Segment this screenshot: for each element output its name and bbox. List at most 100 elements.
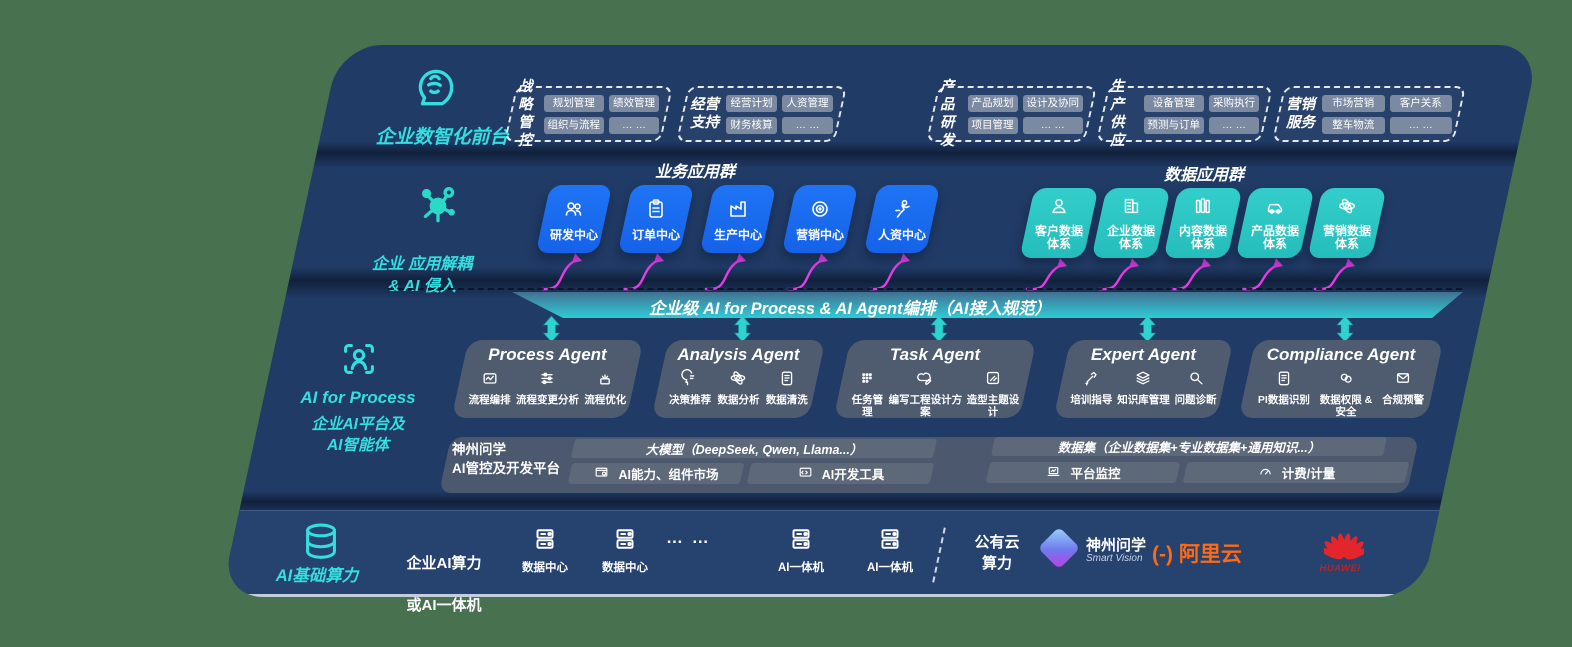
group-name: 经营 支持 (690, 97, 719, 131)
agent-item-label: 流程编排 (468, 394, 511, 406)
data-tile-5: 营销数据 体系 (1307, 188, 1387, 258)
agent-item: 数据分析 (717, 368, 759, 407)
compute-unit-2: 数据中心 (591, 524, 659, 575)
public-cloud-label: 公有云 算力 (958, 532, 1036, 574)
group-chip: 客户关系 (1389, 94, 1452, 112)
building-icon (1120, 195, 1142, 222)
agent-item: 决策推荐 (669, 368, 711, 407)
platform-bar-label: 平台监控 (1070, 467, 1121, 481)
tile-label: 营销中心 (795, 227, 844, 242)
group-chip: … … (1389, 116, 1452, 134)
front-office-group-2: 经营 支持 经营计划 人资管理 财务核算 … … (675, 86, 848, 142)
front-office-group-1: 战略 管控 规划管理 绩效管理 组织与流程 … … (503, 79, 674, 149)
agent-item-label: 问题诊断 (1174, 394, 1217, 406)
platform-bar-market: AI能力、组件市场 (567, 463, 745, 484)
agent-box-compliance-agent: Compliance Agent PI数据识别 数据权限 & 安全 合规预警 (1238, 340, 1444, 418)
layer4-label: AI基础算力 (275, 567, 359, 585)
huawei-name: HUAWEI (1319, 563, 1361, 574)
server-icon (875, 529, 905, 558)
agent-item-label: 流程优化 (584, 394, 627, 406)
compute-unit-label: AI一体机 (778, 562, 824, 574)
group-chip: 市场营销 (1322, 94, 1385, 112)
agent-title: Process Agent (488, 345, 607, 364)
workflow-icon (480, 368, 500, 393)
group-chip: 财务核算 (726, 116, 777, 134)
taskgrid-icon (857, 368, 877, 393)
tile-label: 人资中心 (877, 227, 926, 242)
agent-item: 流程变更分析 (516, 368, 579, 407)
agent-item: 培训指导 (1070, 368, 1112, 407)
dataset-bar-label: 数据集（企业数据集+专业数据集+通用知识...） (1057, 441, 1321, 455)
group-chip: … … (609, 116, 659, 134)
tile-label: 营销数据 体系 (1322, 224, 1371, 251)
compute-unit-label: 数据中心 (602, 562, 648, 574)
agent-item-label: 合规预警 (1382, 394, 1425, 406)
agent-item-label: PI数据识别 (1257, 394, 1310, 406)
agent-item-label: 知识库管理 (1117, 394, 1170, 406)
front-office-group-5: 营销 服务 市场营销 客户关系 整车物流… … (1271, 86, 1467, 142)
id-card-icon (1274, 368, 1294, 393)
clipboard-icon (644, 197, 668, 226)
enterprise-compute-label: 企业AI算力 或AI一体机 (374, 532, 514, 637)
agent-item: 流程优化 (584, 368, 626, 407)
agent-item-label: 培训指导 (1070, 394, 1113, 406)
agent-title: Compliance Agent (1266, 345, 1416, 364)
group-name: 营销 服务 (1286, 97, 1315, 131)
compute-line2: 或AI一体机 (406, 597, 482, 614)
tile-label: 研发中心 (549, 227, 598, 242)
agent-item-label: 数据权限 & 安全 (1319, 394, 1373, 418)
agent-item: PI数据识别 (1258, 368, 1310, 407)
agent-item: 流程编排 (469, 368, 511, 407)
brain-head-icon (410, 62, 460, 117)
group-chip: 组织与流程 (543, 116, 604, 134)
business-tile-target: 营销中心 (781, 185, 859, 253)
knowledge-icon (1133, 368, 1153, 393)
molecule-icon (413, 181, 463, 236)
data-tile-1: 客户数据 体系 (1019, 188, 1099, 258)
vendor-smartvision-sub: Smart Vision (1086, 553, 1143, 564)
data-tile-2: 企业数据 体系 (1091, 188, 1171, 258)
dataclean-icon (777, 368, 797, 393)
agent-item: 合规预警 (1382, 368, 1424, 407)
cloud-line2: 算力 (981, 555, 1012, 572)
agent-item-label: 造型主题设计 (966, 394, 1020, 418)
platform-title: 神州问学 AI管控及开发平台 (452, 440, 622, 478)
agent-item-label: 任务管理 (851, 394, 884, 418)
access-dashed-line (388, 288, 1462, 290)
platform-title-line1: 神州问学 (452, 442, 506, 457)
platform-bar-label: AI开发工具 (821, 468, 885, 482)
group-chip: 预测与订单 (1143, 116, 1204, 134)
ai-orchestration-ribbon (512, 292, 1463, 318)
compute-unit-3: AI一体机 (767, 524, 835, 575)
user-icon (1048, 195, 1070, 222)
front-office-group-4: 生产 供应 设备管理 采购执行 预测与订单 … … (1095, 79, 1274, 149)
layer3-label-line1: AI for Process (300, 388, 416, 407)
agent-title: Expert Agent (1090, 345, 1197, 364)
group-chip: … … (1022, 116, 1083, 134)
agent-title: Task Agent (889, 345, 981, 364)
content-books-icon (1192, 195, 1214, 222)
group-chip: … … (1209, 116, 1259, 134)
compute-unit-label: AI一体机 (867, 562, 913, 574)
group-chip: 设计及协同 (1022, 94, 1083, 112)
model-bar: 大模型（DeepSeek, Qwen, Llama...） (570, 439, 938, 458)
data-app-header: 数据应用群 (1163, 167, 1244, 184)
group-chip: 绩效管理 (609, 94, 659, 112)
target-icon (808, 197, 832, 226)
group-chip: 产品规划 (967, 94, 1018, 112)
compute-unit-1: 数据中心 (511, 524, 579, 575)
cloud-line1: 公有云 (974, 534, 1020, 551)
atom-icon (1336, 195, 1358, 222)
platform-bar-devtools: AI开发工具 (746, 463, 935, 484)
tile-label: 内容数据 体系 (1178, 224, 1227, 251)
scan-person-icon (336, 336, 382, 387)
group-chip: 人资管理 (782, 94, 833, 112)
meter-icon (1257, 463, 1274, 483)
layer3-label-line3: AI智能体 (326, 437, 389, 454)
compute-line1: 企业AI算力 (406, 555, 482, 572)
market-icon (593, 464, 610, 484)
agent-box-task-agent: Task Agent 任务管理 编写工程设计方案 造型主题设计 (833, 340, 1037, 418)
agent-box-expert-agent: Expert Agent 培训指导 知识库管理 问题诊断 (1053, 340, 1234, 418)
